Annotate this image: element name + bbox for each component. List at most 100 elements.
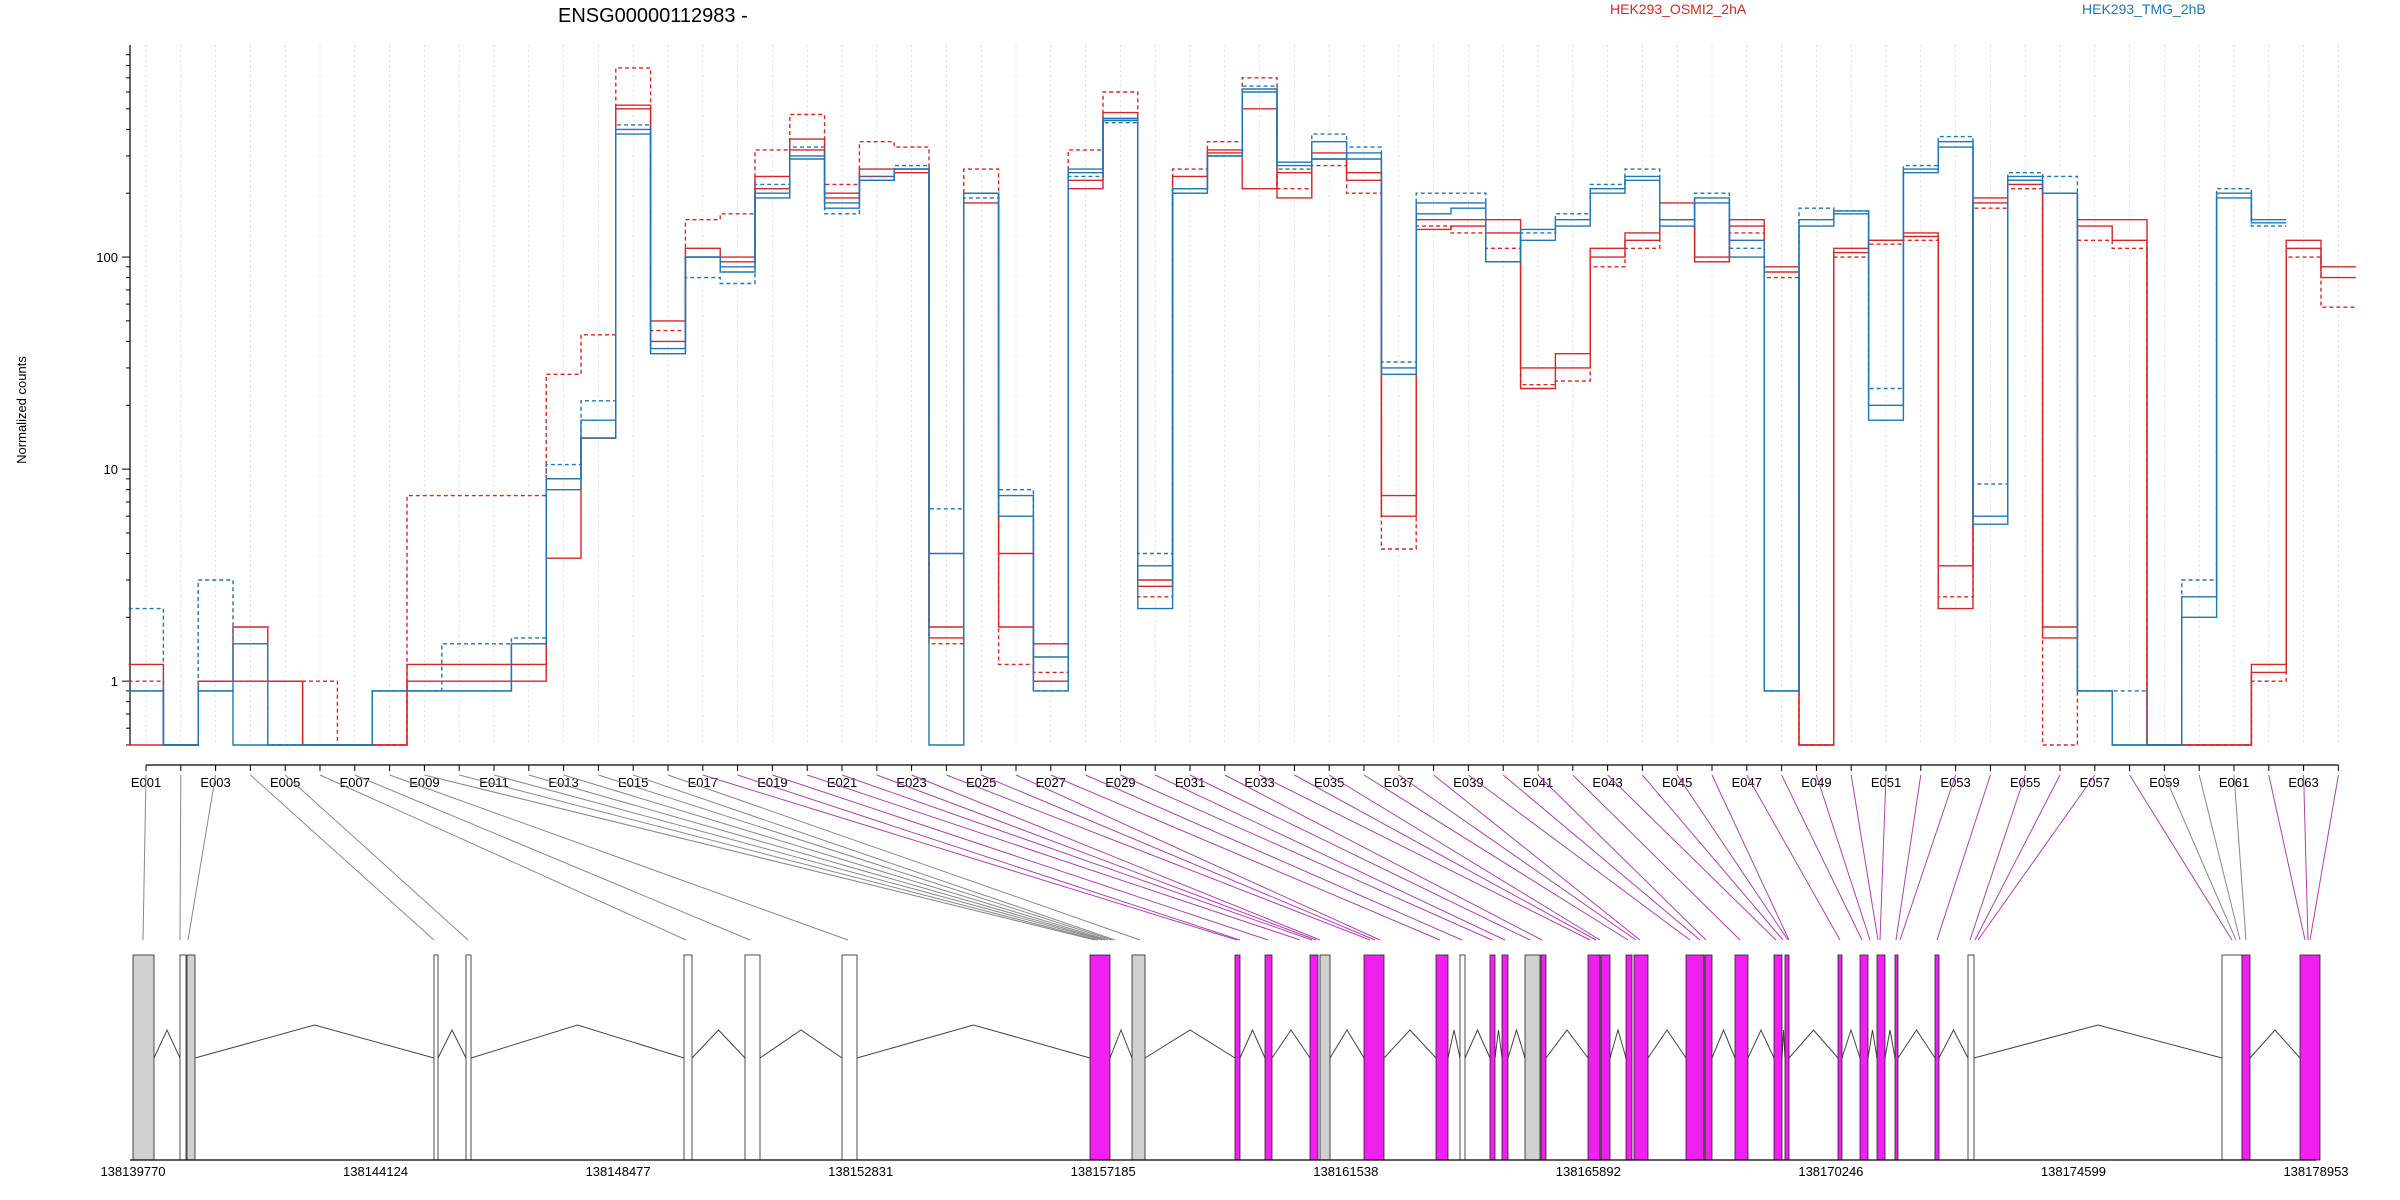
intron-line	[1447, 1029, 1461, 1059]
exon-connector	[946, 774, 1371, 941]
exon-block	[1734, 954, 1749, 1161]
exon-block	[1600, 954, 1611, 1161]
intron-line	[1973, 1024, 2223, 1059]
legend-entry-tmg: HEK293_TMG_2hB	[2082, 1, 2206, 17]
y-tick-label: 100	[96, 250, 118, 265]
intron-line	[1144, 1029, 1236, 1059]
exon-block	[2221, 954, 2243, 1161]
exon-connector	[1189, 774, 1531, 941]
intron-line	[1271, 1029, 1311, 1059]
exon-block	[1363, 954, 1385, 1161]
intron-line	[1494, 1029, 1503, 1059]
exon-block	[2241, 954, 2251, 1161]
exon-connector	[1711, 774, 1790, 941]
chart-title: ENSG00000112983 -	[558, 5, 748, 27]
exon-block	[1319, 954, 1331, 1161]
exon-label: E059	[2149, 775, 2179, 790]
exon-connector	[1676, 774, 1789, 941]
series-line-osmi2-0	[128, 108, 2356, 746]
coord-label: 138161538	[1313, 1164, 1378, 1179]
exon-block	[1459, 954, 1466, 1161]
coord-label: 138174599	[2041, 1164, 2106, 1179]
exon-block	[1859, 954, 1869, 1161]
exon-connector	[1398, 774, 1637, 941]
exon-label: E055	[2010, 775, 2040, 790]
exon-block	[1934, 954, 1940, 1161]
exon-label: E011	[479, 775, 508, 790]
exon-connector	[250, 774, 435, 941]
exon-block	[1784, 954, 1790, 1161]
exon-block	[1894, 954, 1899, 1161]
exon-axis: E001 E003 E005 E007 E009 E011 E013 E015 E017 E019…	[131, 764, 2339, 790]
exon-block	[132, 954, 155, 1161]
intron-line	[1545, 1029, 1589, 1059]
exon-connector	[2163, 774, 2237, 941]
exon-label: E045	[1662, 775, 1692, 790]
exon-label: E049	[1801, 775, 1831, 790]
exon-connector	[1363, 774, 1629, 941]
exon-connector	[1974, 774, 2061, 941]
coord-label: 138165892	[1556, 1164, 1621, 1179]
intron-line	[1329, 1029, 1365, 1059]
exon-block	[1435, 954, 1449, 1161]
exon-connector	[1120, 774, 1493, 941]
exon-label: E041	[1523, 775, 1553, 790]
exon-label: E053	[1940, 775, 1970, 790]
exon-connector	[284, 774, 469, 941]
exon-block	[1489, 954, 1496, 1161]
exon-block	[1704, 954, 1713, 1161]
y-tick-label: 1	[111, 674, 118, 689]
intron-line	[1884, 1029, 1896, 1059]
exon-block	[744, 954, 761, 1161]
intron-line	[1711, 1028, 1736, 1059]
coord-label: 138178953	[2283, 1164, 2348, 1179]
exon-connector	[2309, 774, 2339, 941]
exon-connector	[1815, 774, 1871, 941]
exon-connector	[1015, 774, 1381, 941]
exon-block	[1524, 954, 1541, 1161]
genomic-coordinate-axis: 138139770 138144124 138148477 138152831 1381…	[100, 1159, 2349, 1179]
exon-label: E057	[2080, 775, 2110, 790]
intron-line	[437, 1028, 467, 1059]
exon-block	[1633, 954, 1649, 1161]
intron-line	[153, 1028, 181, 1059]
exon-label: E007	[340, 775, 370, 790]
exon-connector	[1607, 774, 1777, 941]
exon-connector	[142, 774, 147, 941]
legend-entry-osmi2: HEK293_OSMI2_2hA	[1610, 1, 1747, 17]
exon-block	[1264, 954, 1273, 1161]
exon-connector	[1572, 774, 1741, 941]
exon-connector	[1294, 774, 1597, 941]
exon-label: E013	[548, 775, 578, 790]
exon-connector	[1328, 774, 1601, 941]
intron-line	[856, 1024, 1091, 1059]
exon-connector	[459, 774, 1099, 941]
intron-line	[2249, 1029, 2301, 1059]
exon-connector	[528, 774, 1106, 941]
exon-connector	[319, 774, 687, 941]
exon-block	[179, 954, 187, 1161]
intron-line	[1464, 1028, 1491, 1059]
exon-label: E019	[757, 775, 787, 790]
intron-line	[1647, 1029, 1687, 1059]
exon-block	[1309, 954, 1319, 1161]
exon-connector	[737, 774, 1241, 941]
intron-line	[1781, 1029, 1786, 1059]
exon-connector	[2129, 774, 2233, 941]
coord-label: 138157185	[1071, 1164, 1136, 1179]
exon-connector	[633, 774, 1116, 941]
exon-block	[1089, 954, 1111, 1161]
intron-line	[1383, 1029, 1437, 1059]
exon-connector	[1433, 774, 1641, 941]
intron-line	[1938, 1028, 1969, 1059]
exon-block	[1540, 954, 1547, 1161]
exon-label: E037	[1384, 775, 1414, 790]
exon-block	[465, 954, 472, 1161]
exon-connector	[2268, 774, 2306, 941]
intron-line	[1507, 1028, 1526, 1059]
exon-connector	[2198, 774, 2241, 941]
exon-connector	[2303, 774, 2309, 941]
y-axis: 1 10 100	[96, 45, 131, 746]
exon-connector	[1537, 774, 1707, 941]
